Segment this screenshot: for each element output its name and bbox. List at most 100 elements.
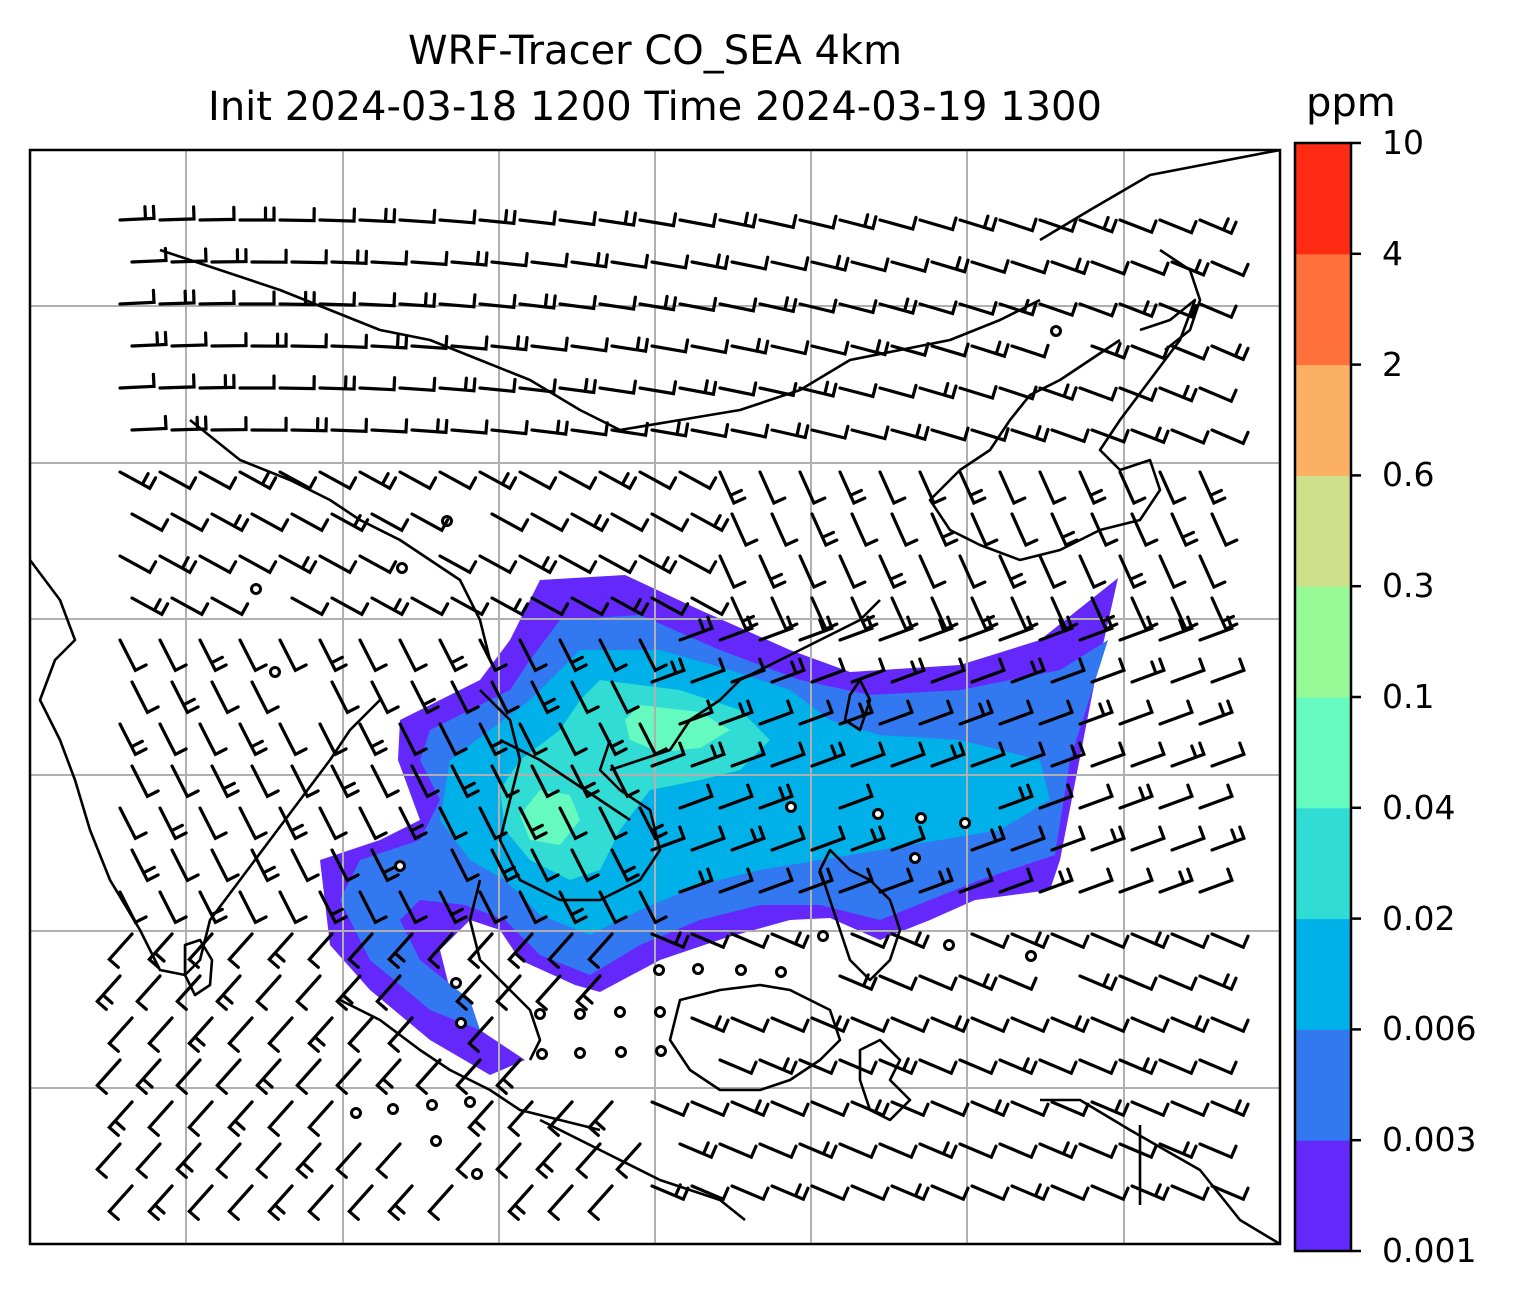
wind-barb [570, 512, 610, 533]
wind-barb [318, 722, 348, 757]
calm-marker [653, 964, 665, 976]
wind-barb [758, 382, 798, 398]
wind-barb [530, 252, 569, 268]
wind-barb [730, 255, 770, 271]
wind-barb [1078, 554, 1107, 590]
wind-barb [478, 806, 508, 841]
wind-barb [918, 1141, 958, 1160]
wind-barb [358, 376, 397, 392]
wind-barb [730, 1016, 770, 1034]
wind-barb [958, 554, 987, 590]
wind-barb [1130, 426, 1170, 445]
wind-barb [330, 249, 368, 265]
wind-barb [535, 974, 562, 1011]
wind-barb [238, 206, 276, 222]
wind-barb [335, 974, 362, 1011]
wind-barb [158, 722, 188, 757]
wind-barb [650, 254, 690, 270]
calm-marker [614, 1006, 626, 1018]
wind-barb [718, 554, 747, 590]
wind-barb [450, 680, 480, 715]
wind-barb [810, 1100, 850, 1118]
wind-barb [1050, 512, 1079, 548]
wind-barb [998, 217, 1038, 233]
colorbar-tick-label: 4 [1382, 233, 1403, 273]
wind-barb [930, 256, 970, 274]
coastline-new-guinea [1040, 1098, 1280, 1244]
wind-barb [678, 470, 718, 491]
wind-barb [478, 209, 517, 226]
wind-barb [587, 1184, 614, 1221]
wind-barb [427, 1184, 454, 1221]
wind-barb [610, 596, 650, 617]
wind-barb [158, 806, 188, 841]
wind-barb [1210, 343, 1250, 362]
wind-barb [467, 1100, 494, 1137]
wind-barb [770, 741, 806, 768]
wind-barb [307, 1100, 334, 1137]
wind-barb [890, 931, 930, 950]
wind-barb [495, 1142, 522, 1179]
wind-barb [878, 554, 907, 590]
wind-barb [770, 1016, 810, 1034]
wind-barb [1210, 596, 1239, 632]
wind-barb [1038, 302, 1078, 318]
wind-barb [1090, 1016, 1130, 1034]
wind-barb [650, 741, 686, 768]
wind-barb [198, 890, 228, 925]
wind-barb [1158, 867, 1194, 894]
wind-barb [770, 512, 799, 548]
wind-barb [878, 1142, 918, 1160]
coastline-japan [1159, 248, 1202, 352]
wind-barb [1170, 932, 1210, 950]
wind-barb [838, 470, 867, 506]
wind-barb [290, 596, 330, 617]
wind-barb [267, 932, 294, 969]
calm-marker [471, 1168, 483, 1180]
wind-barb [170, 331, 208, 348]
wind-barb [1198, 470, 1227, 506]
wind-barb [890, 342, 930, 358]
wind-barb [1118, 699, 1154, 726]
wind-barb [1038, 470, 1067, 506]
wind-barb [810, 825, 846, 852]
wind-barb [410, 418, 449, 435]
wind-barb [278, 207, 316, 223]
wind-barb [135, 974, 162, 1011]
wind-barb [198, 205, 236, 222]
wind-barb [330, 764, 360, 799]
wind-barb [970, 1099, 1010, 1118]
wind-barb [890, 1183, 930, 1202]
wind-barb [930, 741, 966, 768]
wind-barb [918, 974, 958, 992]
wind-barb [455, 1142, 482, 1179]
wind-barb [558, 295, 597, 311]
wind-barb [175, 1142, 202, 1179]
wind-barb [878, 297, 918, 315]
wind-barb [1130, 1100, 1170, 1118]
wind-barb [198, 638, 228, 673]
wind-barb [438, 470, 478, 491]
wind-barb [890, 1016, 930, 1034]
wind-barb [198, 806, 228, 841]
wind-barb [187, 932, 214, 969]
wind-barb [1078, 1058, 1118, 1076]
wind-barb [370, 848, 400, 883]
colorbar-segment [1295, 1029, 1351, 1141]
wind-barb [890, 741, 926, 768]
wind-barb [890, 512, 919, 548]
wind-barb [970, 596, 999, 632]
wind-barb [198, 470, 238, 491]
wind-barb [238, 374, 276, 390]
wind-barb [1118, 974, 1158, 992]
calm-marker [464, 1096, 476, 1108]
wind-barb [410, 334, 449, 351]
wind-barb [250, 416, 288, 432]
wind-barb [810, 340, 850, 356]
wind-barb [198, 722, 228, 757]
wind-barb [770, 256, 810, 272]
wind-barb [718, 1058, 758, 1076]
wind-barb [1210, 428, 1250, 446]
wind-barb [638, 806, 668, 841]
wind-barb [478, 890, 508, 925]
